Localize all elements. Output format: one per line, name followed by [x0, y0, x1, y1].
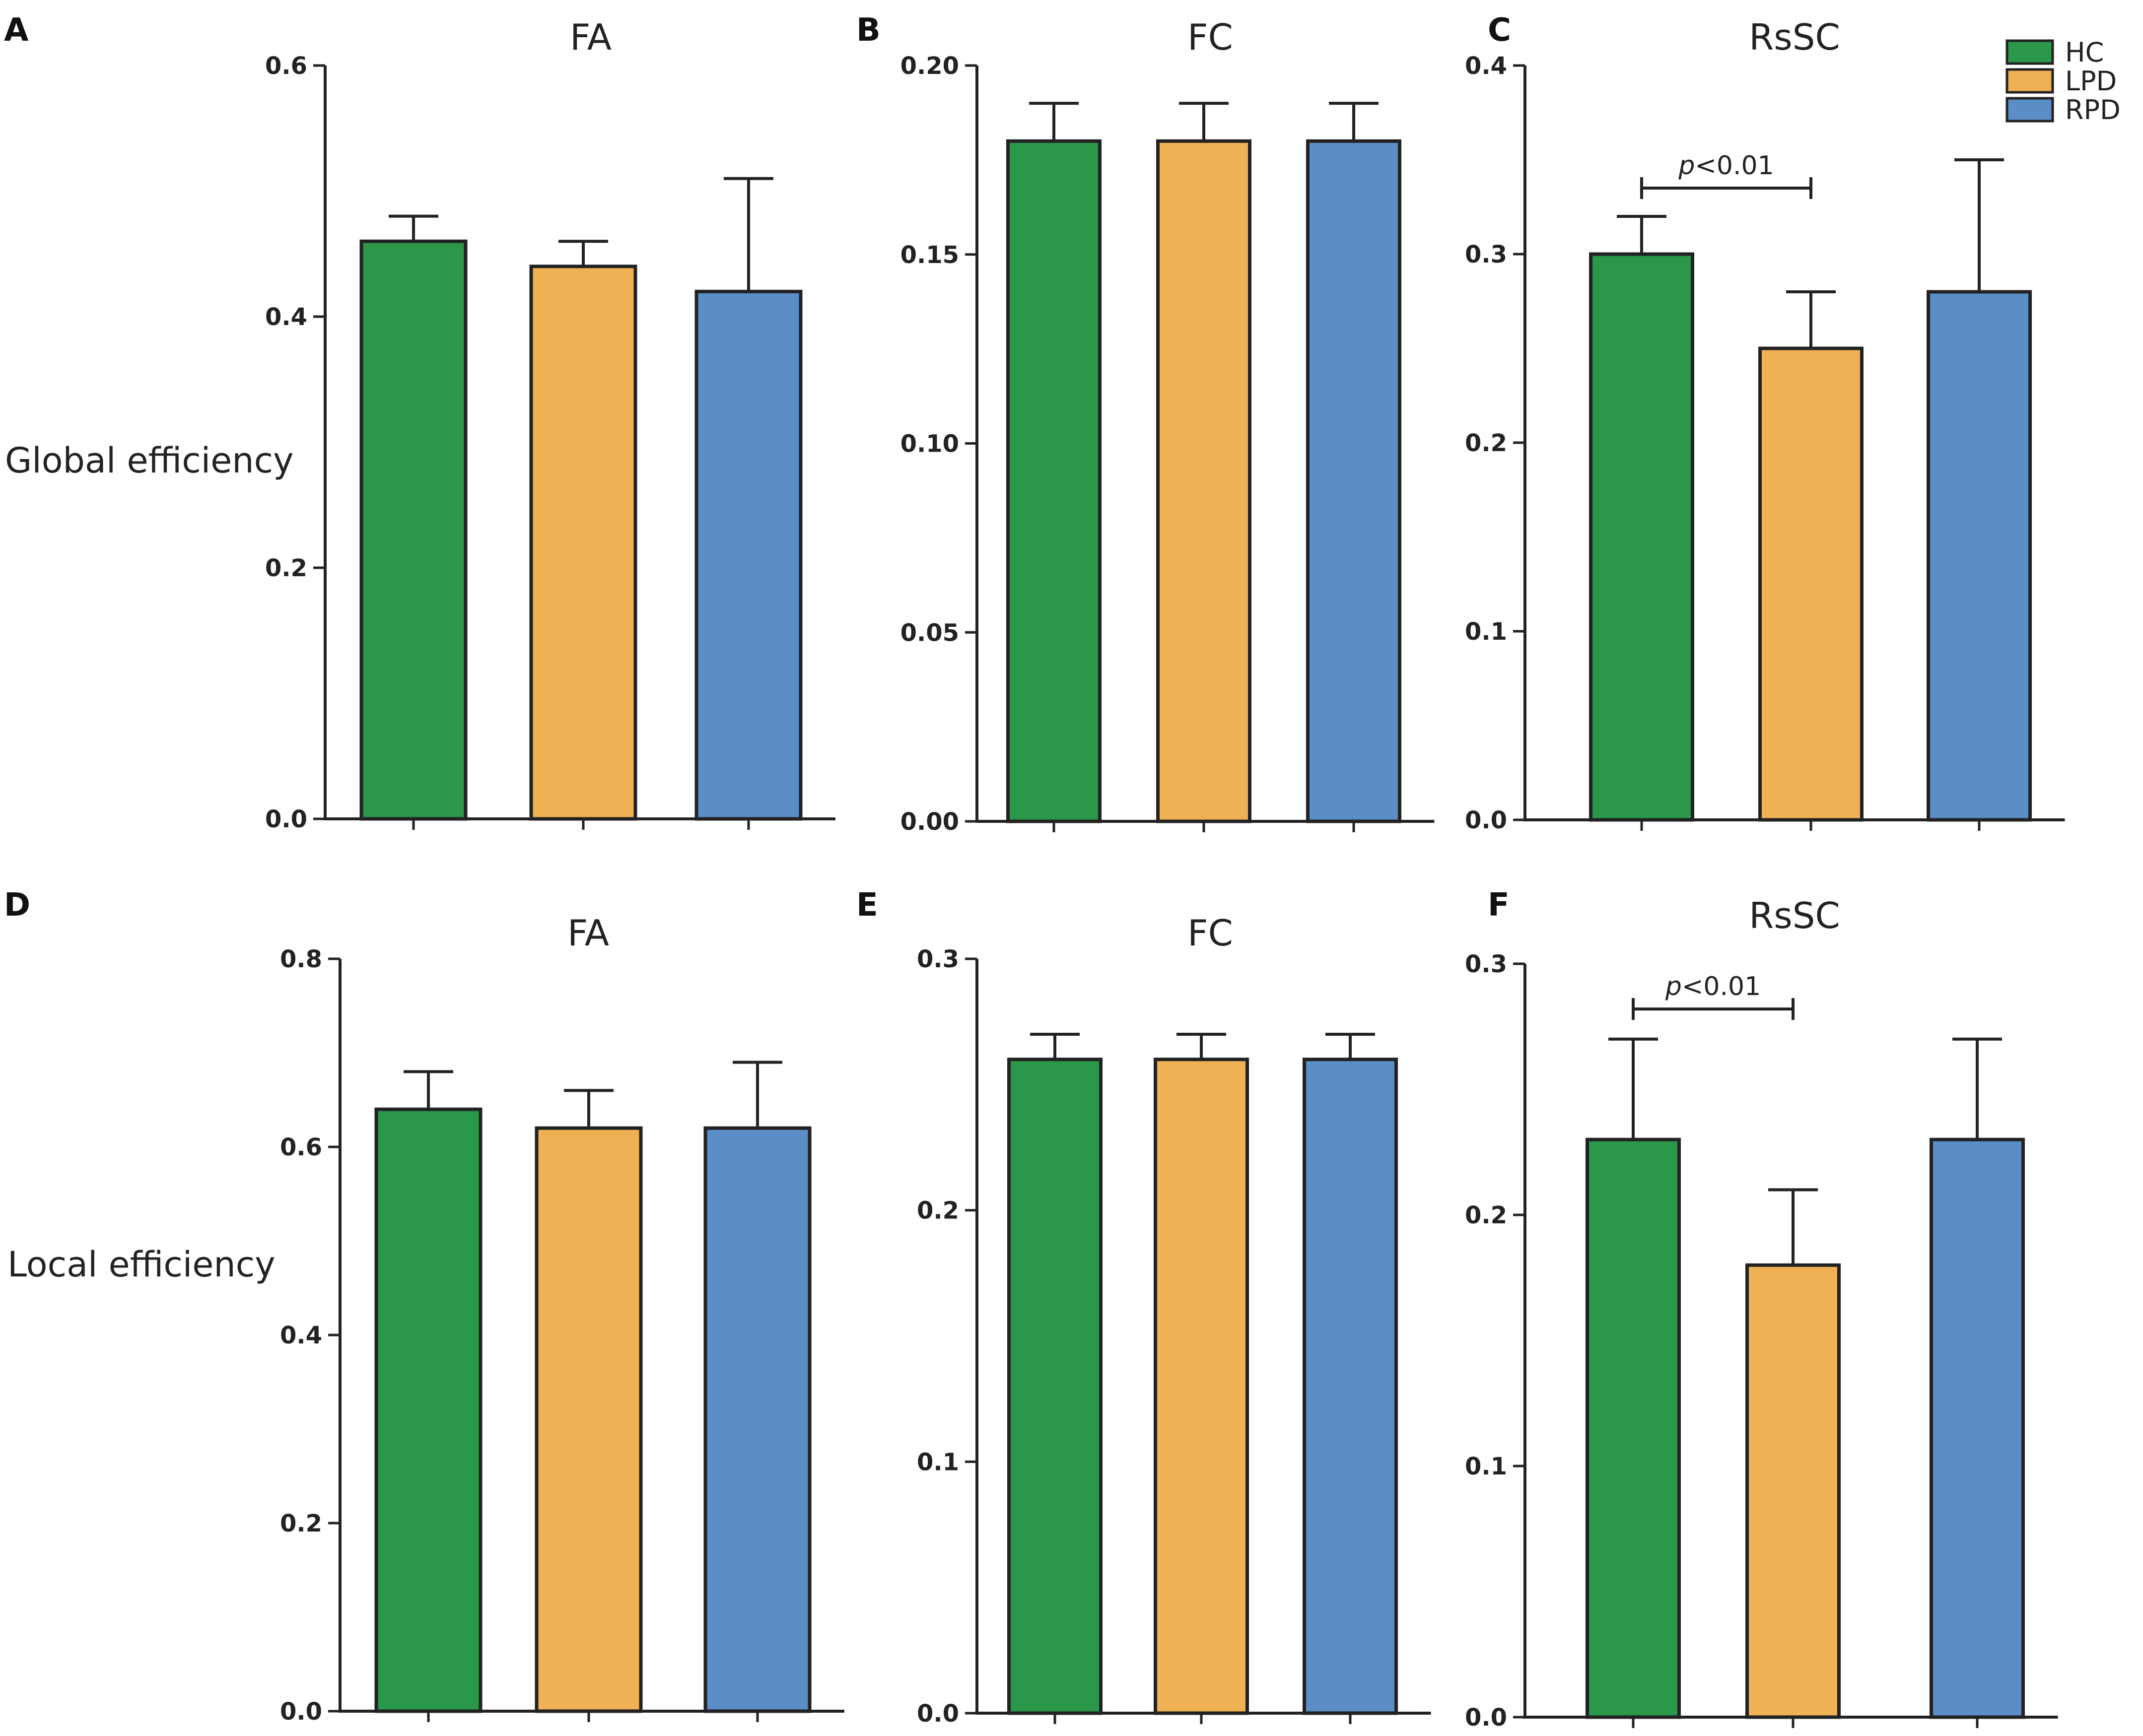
y-tick-label: 0.0	[1465, 806, 1507, 834]
y-tick-label: 0.3	[917, 945, 959, 973]
panel-title: RsSC	[1749, 16, 1840, 58]
bar-hc	[1006, 139, 1102, 823]
bar-rpd	[1930, 1137, 2025, 1719]
y-tick-label: 0.2	[1465, 429, 1507, 457]
chart-panel-f: F RsSC 0.0 0.1 0.2 0.3 p<0.01	[1465, 887, 2058, 1732]
bar-lpd	[1154, 1058, 1249, 1715]
bar-lpd	[535, 1126, 643, 1713]
significance-p-symbol: p	[1665, 972, 1682, 1002]
bar-hc	[1007, 1058, 1103, 1715]
panel-title: FA	[570, 16, 612, 58]
y-tick-label: 0.2	[265, 554, 307, 582]
y-tick-label: 0.6	[265, 52, 307, 80]
y-tick-label: 0.0	[1465, 1704, 1507, 1732]
chart-panel-b: B FC 0.00 0.05 0.10 0.15 0.20	[856, 12, 1435, 836]
chart-panel-d: D FA 0.0 0.2 0.4 0.6 0.8	[4, 887, 844, 1726]
legend-label-rpd: RPD	[2065, 94, 2121, 126]
panel-letter: C	[1488, 12, 1511, 49]
y-tick-label: 0.3	[1465, 950, 1507, 978]
y-tick-label: 0.0	[265, 805, 307, 833]
chart-panel-a: A FA 0.0 0.2 0.4 0.6	[4, 12, 835, 833]
panel-title: FC	[1187, 16, 1233, 58]
significance-label: p<0.01	[1665, 972, 1761, 1002]
legend-label-lpd: LPD	[2065, 66, 2117, 97]
bar-lpd	[1156, 139, 1251, 823]
panel-letter: A	[4, 12, 29, 49]
y-tick-label: 0.2	[1465, 1202, 1507, 1229]
y-tick-label: 0.1	[1465, 618, 1507, 646]
y-tick-label: 0.3	[1465, 241, 1507, 268]
panel-title: RsSC	[1749, 895, 1840, 936]
legend-swatch-hc	[2005, 39, 2054, 65]
y-tick-label: 0.00	[900, 808, 959, 836]
bar-hc	[374, 1107, 483, 1713]
bar-lpd	[529, 265, 637, 821]
bar-rpd	[1303, 1058, 1398, 1715]
legend-swatch-rpd	[2005, 97, 2054, 123]
y-tick-label: 0.0	[917, 1700, 959, 1728]
charts-container: A FA 0.0 0.2 0.4 0.6 B FC 0.00 0.05 0.10 0.15 0.20 C R…	[4, 12, 2065, 1732]
bar-lpd	[1758, 346, 1864, 822]
panel-letter: D	[4, 887, 30, 924]
panel-letter: F	[1488, 887, 1510, 924]
y-tick-label: 0.0	[280, 1698, 322, 1726]
row-label-local: Local efficiency	[7, 1244, 276, 1285]
y-tick-label: 0.1	[917, 1448, 959, 1476]
legend-swatch-lpd	[2005, 68, 2054, 94]
significance-p-symbol: p	[1678, 151, 1695, 181]
bar-hc	[1586, 1137, 1681, 1719]
panel-letter: B	[856, 12, 881, 49]
chart-panel-c: C RsSC 0.0 0.1 0.2 0.3 0.4 p<0.01	[1465, 12, 2065, 834]
y-tick-label: 0.15	[900, 241, 959, 269]
y-tick-label: 0.4	[280, 1322, 322, 1349]
bar-rpd	[1306, 139, 1401, 823]
significance-value: <0.01	[1695, 151, 1774, 181]
bar-lpd	[1745, 1263, 1841, 1719]
panel-title: FC	[1187, 912, 1233, 954]
bar-rpd	[1927, 290, 2032, 822]
y-tick-label: 0.4	[265, 303, 307, 331]
bar-hc	[359, 239, 468, 821]
y-tick-label: 0.10	[900, 430, 959, 458]
y-tick-label: 0.1	[1465, 1453, 1507, 1480]
bar-hc	[1589, 252, 1694, 822]
y-tick-label: 0.2	[280, 1510, 322, 1537]
chart-panel-e: E FC 0.0 0.1 0.2 0.3	[856, 887, 1431, 1728]
panel-letter: E	[856, 887, 878, 924]
y-tick-label: 0.8	[280, 945, 322, 973]
y-tick-label: 0.4	[1465, 52, 1507, 80]
significance-label: p<0.01	[1678, 151, 1774, 181]
y-tick-label: 0.6	[280, 1134, 322, 1161]
legend-label-hc: HC	[2065, 37, 2104, 68]
significance-value: <0.01	[1682, 972, 1761, 1002]
bar-rpd	[694, 289, 803, 821]
y-tick-label: 0.2	[917, 1197, 959, 1225]
panel-title: FA	[567, 912, 609, 954]
y-tick-label: 0.20	[900, 52, 959, 80]
row-label-global: Global efficiency	[5, 440, 294, 481]
bar-rpd	[703, 1126, 812, 1713]
y-tick-label: 0.05	[900, 619, 959, 647]
